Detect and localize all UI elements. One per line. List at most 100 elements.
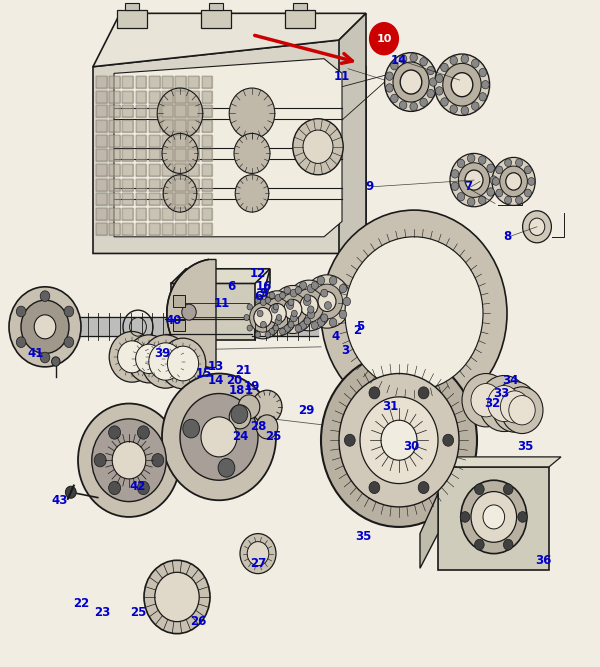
Circle shape	[109, 331, 155, 382]
Polygon shape	[188, 208, 199, 220]
Circle shape	[21, 300, 69, 354]
Circle shape	[317, 276, 325, 285]
Polygon shape	[96, 135, 107, 147]
Text: 26: 26	[190, 615, 206, 628]
Circle shape	[478, 156, 486, 164]
Circle shape	[52, 357, 60, 366]
Polygon shape	[96, 149, 107, 161]
Circle shape	[443, 63, 481, 106]
Polygon shape	[122, 135, 133, 147]
Polygon shape	[162, 135, 173, 147]
Circle shape	[321, 210, 507, 417]
Polygon shape	[109, 135, 120, 147]
Circle shape	[325, 301, 331, 309]
Circle shape	[475, 540, 484, 550]
Circle shape	[360, 397, 438, 484]
Polygon shape	[149, 149, 160, 161]
Text: 19: 19	[244, 380, 260, 394]
Circle shape	[182, 304, 196, 320]
Circle shape	[505, 159, 512, 167]
Text: 28: 28	[250, 420, 266, 434]
Circle shape	[381, 420, 417, 460]
Polygon shape	[209, 3, 223, 10]
Circle shape	[180, 394, 258, 480]
Polygon shape	[175, 164, 186, 176]
Circle shape	[311, 321, 319, 329]
Polygon shape	[149, 76, 160, 88]
Polygon shape	[420, 494, 438, 568]
Circle shape	[505, 196, 512, 204]
Polygon shape	[202, 208, 212, 220]
Circle shape	[386, 84, 393, 92]
Circle shape	[257, 291, 298, 336]
Circle shape	[321, 289, 328, 297]
Polygon shape	[162, 149, 173, 161]
Circle shape	[523, 211, 551, 243]
Circle shape	[40, 352, 50, 363]
Circle shape	[229, 88, 275, 139]
Circle shape	[247, 325, 253, 331]
Circle shape	[479, 376, 529, 432]
Text: 31: 31	[382, 400, 398, 414]
Polygon shape	[136, 164, 146, 176]
Text: 22: 22	[73, 597, 89, 610]
Text: 21: 21	[235, 364, 251, 377]
Polygon shape	[93, 13, 366, 67]
Circle shape	[255, 331, 260, 338]
Circle shape	[487, 164, 494, 172]
Circle shape	[400, 101, 407, 109]
Circle shape	[524, 166, 532, 174]
Circle shape	[265, 331, 271, 338]
Polygon shape	[122, 120, 133, 132]
Polygon shape	[109, 149, 120, 161]
Polygon shape	[162, 91, 173, 103]
Circle shape	[142, 335, 190, 388]
Circle shape	[307, 284, 315, 293]
Circle shape	[157, 88, 203, 139]
Text: 16: 16	[256, 280, 272, 293]
Circle shape	[450, 153, 498, 207]
Text: 9: 9	[260, 287, 268, 300]
Polygon shape	[188, 105, 199, 117]
Polygon shape	[136, 179, 146, 191]
Circle shape	[339, 284, 347, 293]
Polygon shape	[175, 149, 186, 161]
Text: 6: 6	[254, 290, 262, 303]
Circle shape	[492, 382, 538, 432]
Text: 35: 35	[355, 530, 371, 544]
Circle shape	[420, 57, 427, 66]
Polygon shape	[136, 223, 146, 235]
Circle shape	[311, 284, 343, 319]
Circle shape	[471, 384, 501, 417]
Circle shape	[64, 337, 74, 348]
Circle shape	[450, 105, 457, 113]
Circle shape	[64, 306, 74, 317]
Circle shape	[292, 310, 297, 317]
Circle shape	[385, 53, 437, 111]
Circle shape	[386, 72, 393, 80]
Circle shape	[299, 281, 307, 289]
Polygon shape	[149, 105, 160, 117]
Circle shape	[290, 289, 297, 297]
Polygon shape	[438, 457, 561, 467]
Circle shape	[244, 296, 282, 339]
Polygon shape	[175, 91, 186, 103]
Circle shape	[457, 159, 465, 167]
Circle shape	[257, 310, 263, 317]
Polygon shape	[188, 193, 199, 205]
Circle shape	[479, 93, 487, 101]
Circle shape	[183, 420, 200, 438]
Polygon shape	[96, 164, 107, 176]
Text: 10: 10	[376, 34, 392, 43]
Circle shape	[461, 480, 527, 554]
Polygon shape	[114, 59, 342, 237]
Circle shape	[451, 182, 459, 191]
Circle shape	[524, 189, 532, 197]
Polygon shape	[109, 76, 120, 88]
Text: 11: 11	[214, 297, 230, 310]
Circle shape	[451, 169, 459, 178]
Circle shape	[483, 505, 505, 529]
Circle shape	[410, 102, 418, 111]
Polygon shape	[173, 295, 185, 307]
Circle shape	[250, 303, 276, 332]
